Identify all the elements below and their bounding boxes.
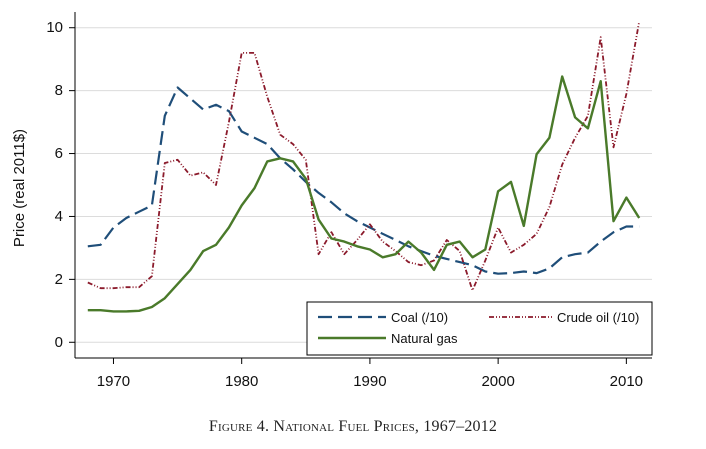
x-tick-label-1990: 1990 bbox=[353, 373, 386, 390]
y-tick-label-8: 8 bbox=[55, 82, 63, 99]
axes bbox=[74, 12, 652, 359]
y-tick-label-2: 2 bbox=[55, 271, 63, 288]
x-tick-label-1970: 1970 bbox=[97, 373, 130, 390]
legend-entry-coal: Coal (/10) bbox=[318, 310, 448, 325]
series-line-crude-oil bbox=[87, 21, 641, 292]
y-tick-label-0: 0 bbox=[55, 334, 63, 351]
y-axis-label: Price (real 2011$) bbox=[11, 129, 28, 247]
y-tick-label-10: 10 bbox=[46, 19, 63, 36]
y-tick-label-6: 6 bbox=[55, 145, 63, 162]
y-ticks: 0 2 4 6 8 10 bbox=[46, 19, 75, 351]
y-tick-label-4: 4 bbox=[55, 208, 63, 225]
legend-box bbox=[306, 301, 653, 356]
series-line-natural-gas bbox=[87, 75, 641, 313]
legend-entry-natural-gas: Natural gas bbox=[318, 331, 458, 346]
legend-entry-crude-oil: Crude oil (/10) bbox=[489, 310, 639, 325]
gridlines bbox=[75, 27, 652, 343]
x-tick-label-1980: 1980 bbox=[225, 373, 258, 390]
series-line-coal bbox=[87, 86, 640, 275]
x-tick-label-2010: 2010 bbox=[610, 373, 643, 390]
legend-label-coal: Coal (/10) bbox=[391, 310, 448, 325]
legend-label-natural-gas: Natural gas bbox=[391, 331, 458, 346]
fuel-price-chart: 0 2 4 6 8 10 1970 1980 1990 2000 2010 Price (real… bbox=[11, 12, 653, 390]
legend-label-crude-oil: Crude oil (/10) bbox=[557, 310, 639, 325]
series-lines bbox=[87, 21, 641, 313]
x-ticks: 1970 1980 1990 2000 2010 bbox=[97, 358, 643, 390]
x-tick-label-2000: 2000 bbox=[481, 373, 514, 390]
legend: Coal (/10) Crude oil (/10) Natural gas bbox=[306, 301, 653, 356]
figure-caption: Figure 4. National Fuel Prices, 1967–201… bbox=[208, 418, 498, 435]
